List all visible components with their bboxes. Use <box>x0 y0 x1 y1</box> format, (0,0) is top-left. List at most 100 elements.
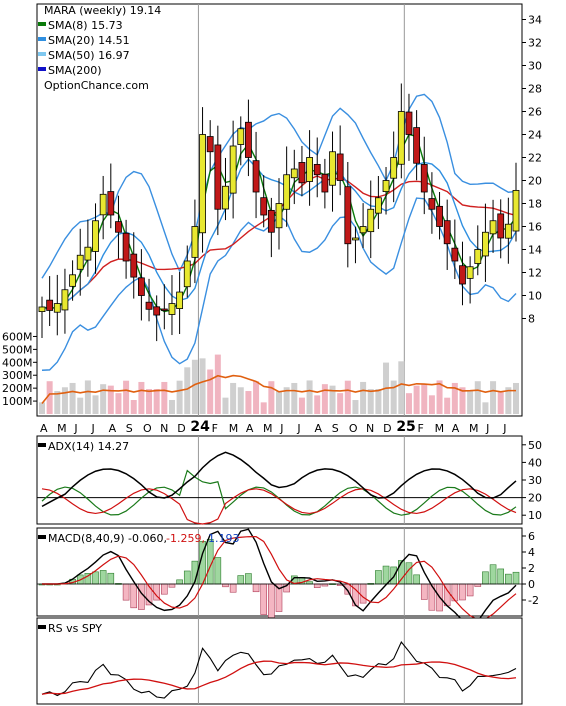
volume-bar <box>61 387 68 414</box>
candle-body <box>489 220 497 235</box>
adx-tick-label: 20 <box>528 492 542 505</box>
volume-bar <box>245 391 252 414</box>
x-tick-label: F <box>417 422 423 435</box>
volume-tick-label: 600M <box>2 330 33 343</box>
macd-value-1: -1.259, <box>166 532 205 545</box>
volume-tick-label: 200M <box>2 382 33 395</box>
macd-histogram-bar <box>252 583 260 593</box>
volume-bar <box>421 384 428 414</box>
price-tick-label: 10 <box>528 290 542 303</box>
volume-bar <box>100 384 107 414</box>
macd-tick-label: 6 <box>528 530 535 543</box>
macd-panel: 6 4 2 0 -2 MACD(8,40,9) -0.060, -1.259, 1.19… <box>36 527 539 625</box>
candle-body <box>405 111 413 135</box>
macd-histogram-bar <box>512 571 520 585</box>
adx-tick-label: 40 <box>528 456 542 469</box>
macd-histogram-bar <box>229 583 237 593</box>
candle-body <box>482 231 489 257</box>
x-tick-label: 25 <box>396 419 415 435</box>
volume-bar <box>321 384 328 414</box>
volume-bar <box>505 387 512 414</box>
candle-body <box>367 208 375 233</box>
volume-bar <box>107 385 114 414</box>
rs-lines <box>41 640 517 699</box>
price-tick-label: 16 <box>528 221 542 234</box>
macd-histogram-bar <box>138 583 145 610</box>
volume-bars <box>39 354 519 414</box>
rs-average-line <box>41 660 517 695</box>
macd-histogram-bar <box>268 583 275 624</box>
sma200-swatch <box>38 67 46 71</box>
macd-tick-label: 4 <box>528 546 535 559</box>
volume-bar <box>428 395 435 414</box>
price-tick-label: 18 <box>528 198 542 211</box>
candle-body <box>275 203 283 229</box>
candle-body <box>352 237 359 241</box>
price-tick-label: 8 <box>528 313 535 326</box>
x-tick-label: J <box>90 422 94 435</box>
macd-histogram-bar <box>375 570 382 585</box>
x-tick-label: M <box>469 422 479 435</box>
price-tick-label: 12 <box>528 267 542 280</box>
volume-bar <box>375 389 382 414</box>
candle-body <box>38 306 46 312</box>
candle-body <box>214 144 222 210</box>
sma20-swatch <box>38 37 46 41</box>
sma50-label: SMA(50) 16.97 <box>48 49 130 62</box>
macd-value-2: 1.193 <box>208 532 240 545</box>
adx-tick-label: 10 <box>528 509 542 522</box>
volume-bar <box>184 367 191 414</box>
candle-body <box>451 247 459 262</box>
x-tick-label: A <box>40 422 48 435</box>
volume-bar <box>444 397 451 414</box>
adx-swatch <box>38 443 46 447</box>
candle-body <box>130 253 138 278</box>
candle-body <box>237 128 245 145</box>
volume-bar <box>352 400 359 414</box>
macd-histogram-bar <box>398 560 405 585</box>
volume-bar <box>207 369 214 414</box>
x-tick-label: F <box>212 422 218 435</box>
candle-body <box>153 306 161 316</box>
x-tick-label: M <box>435 422 445 435</box>
volume-bar <box>298 397 305 414</box>
volume-bar <box>413 385 420 414</box>
candle-body <box>61 289 69 311</box>
macd-histogram-bar <box>413 574 420 585</box>
price-tick-label: 20 <box>528 175 542 188</box>
x-tick-label: M <box>229 422 239 435</box>
macd-histogram-bar <box>382 565 390 585</box>
volume-bar <box>253 381 260 414</box>
macd-histogram-bar <box>237 575 245 585</box>
macd-signal-line <box>42 536 517 621</box>
adx-grid <box>197 436 405 524</box>
x-tick-label: A <box>109 422 117 435</box>
sma8-label: SMA(8) 15.73 <box>48 19 123 32</box>
candle-body <box>107 191 115 216</box>
volume-bar <box>268 381 275 414</box>
rs-panel-frame <box>36 617 523 705</box>
candle-body <box>92 220 99 252</box>
volume-bar <box>474 381 481 414</box>
price-tick-label: 28 <box>528 83 542 96</box>
sma20-label: SMA(20) 14.51 <box>48 34 130 47</box>
macd-histogram-bar <box>245 573 252 585</box>
price-tick-label: 34 <box>528 14 542 27</box>
adx-lines <box>37 451 522 525</box>
volume-bar <box>405 393 412 414</box>
volume-bar <box>490 381 497 414</box>
x-tick-label: D <box>383 422 391 435</box>
volume-bar <box>467 391 474 414</box>
price-tick-label: 26 <box>528 106 542 119</box>
candle-body <box>497 213 505 239</box>
candle-body <box>53 303 61 313</box>
macd-histogram-bar <box>222 583 229 588</box>
macd-histogram-bar <box>99 570 107 585</box>
volume-bar <box>222 397 229 414</box>
candle-body <box>374 197 382 214</box>
price-legend: MARA (weekly) 19.14 SMA(8) 15.73 SMA(20)… <box>38 4 161 92</box>
volume-bar <box>283 387 290 414</box>
candle-body <box>115 221 122 233</box>
macd-histogram-bar <box>405 562 413 585</box>
